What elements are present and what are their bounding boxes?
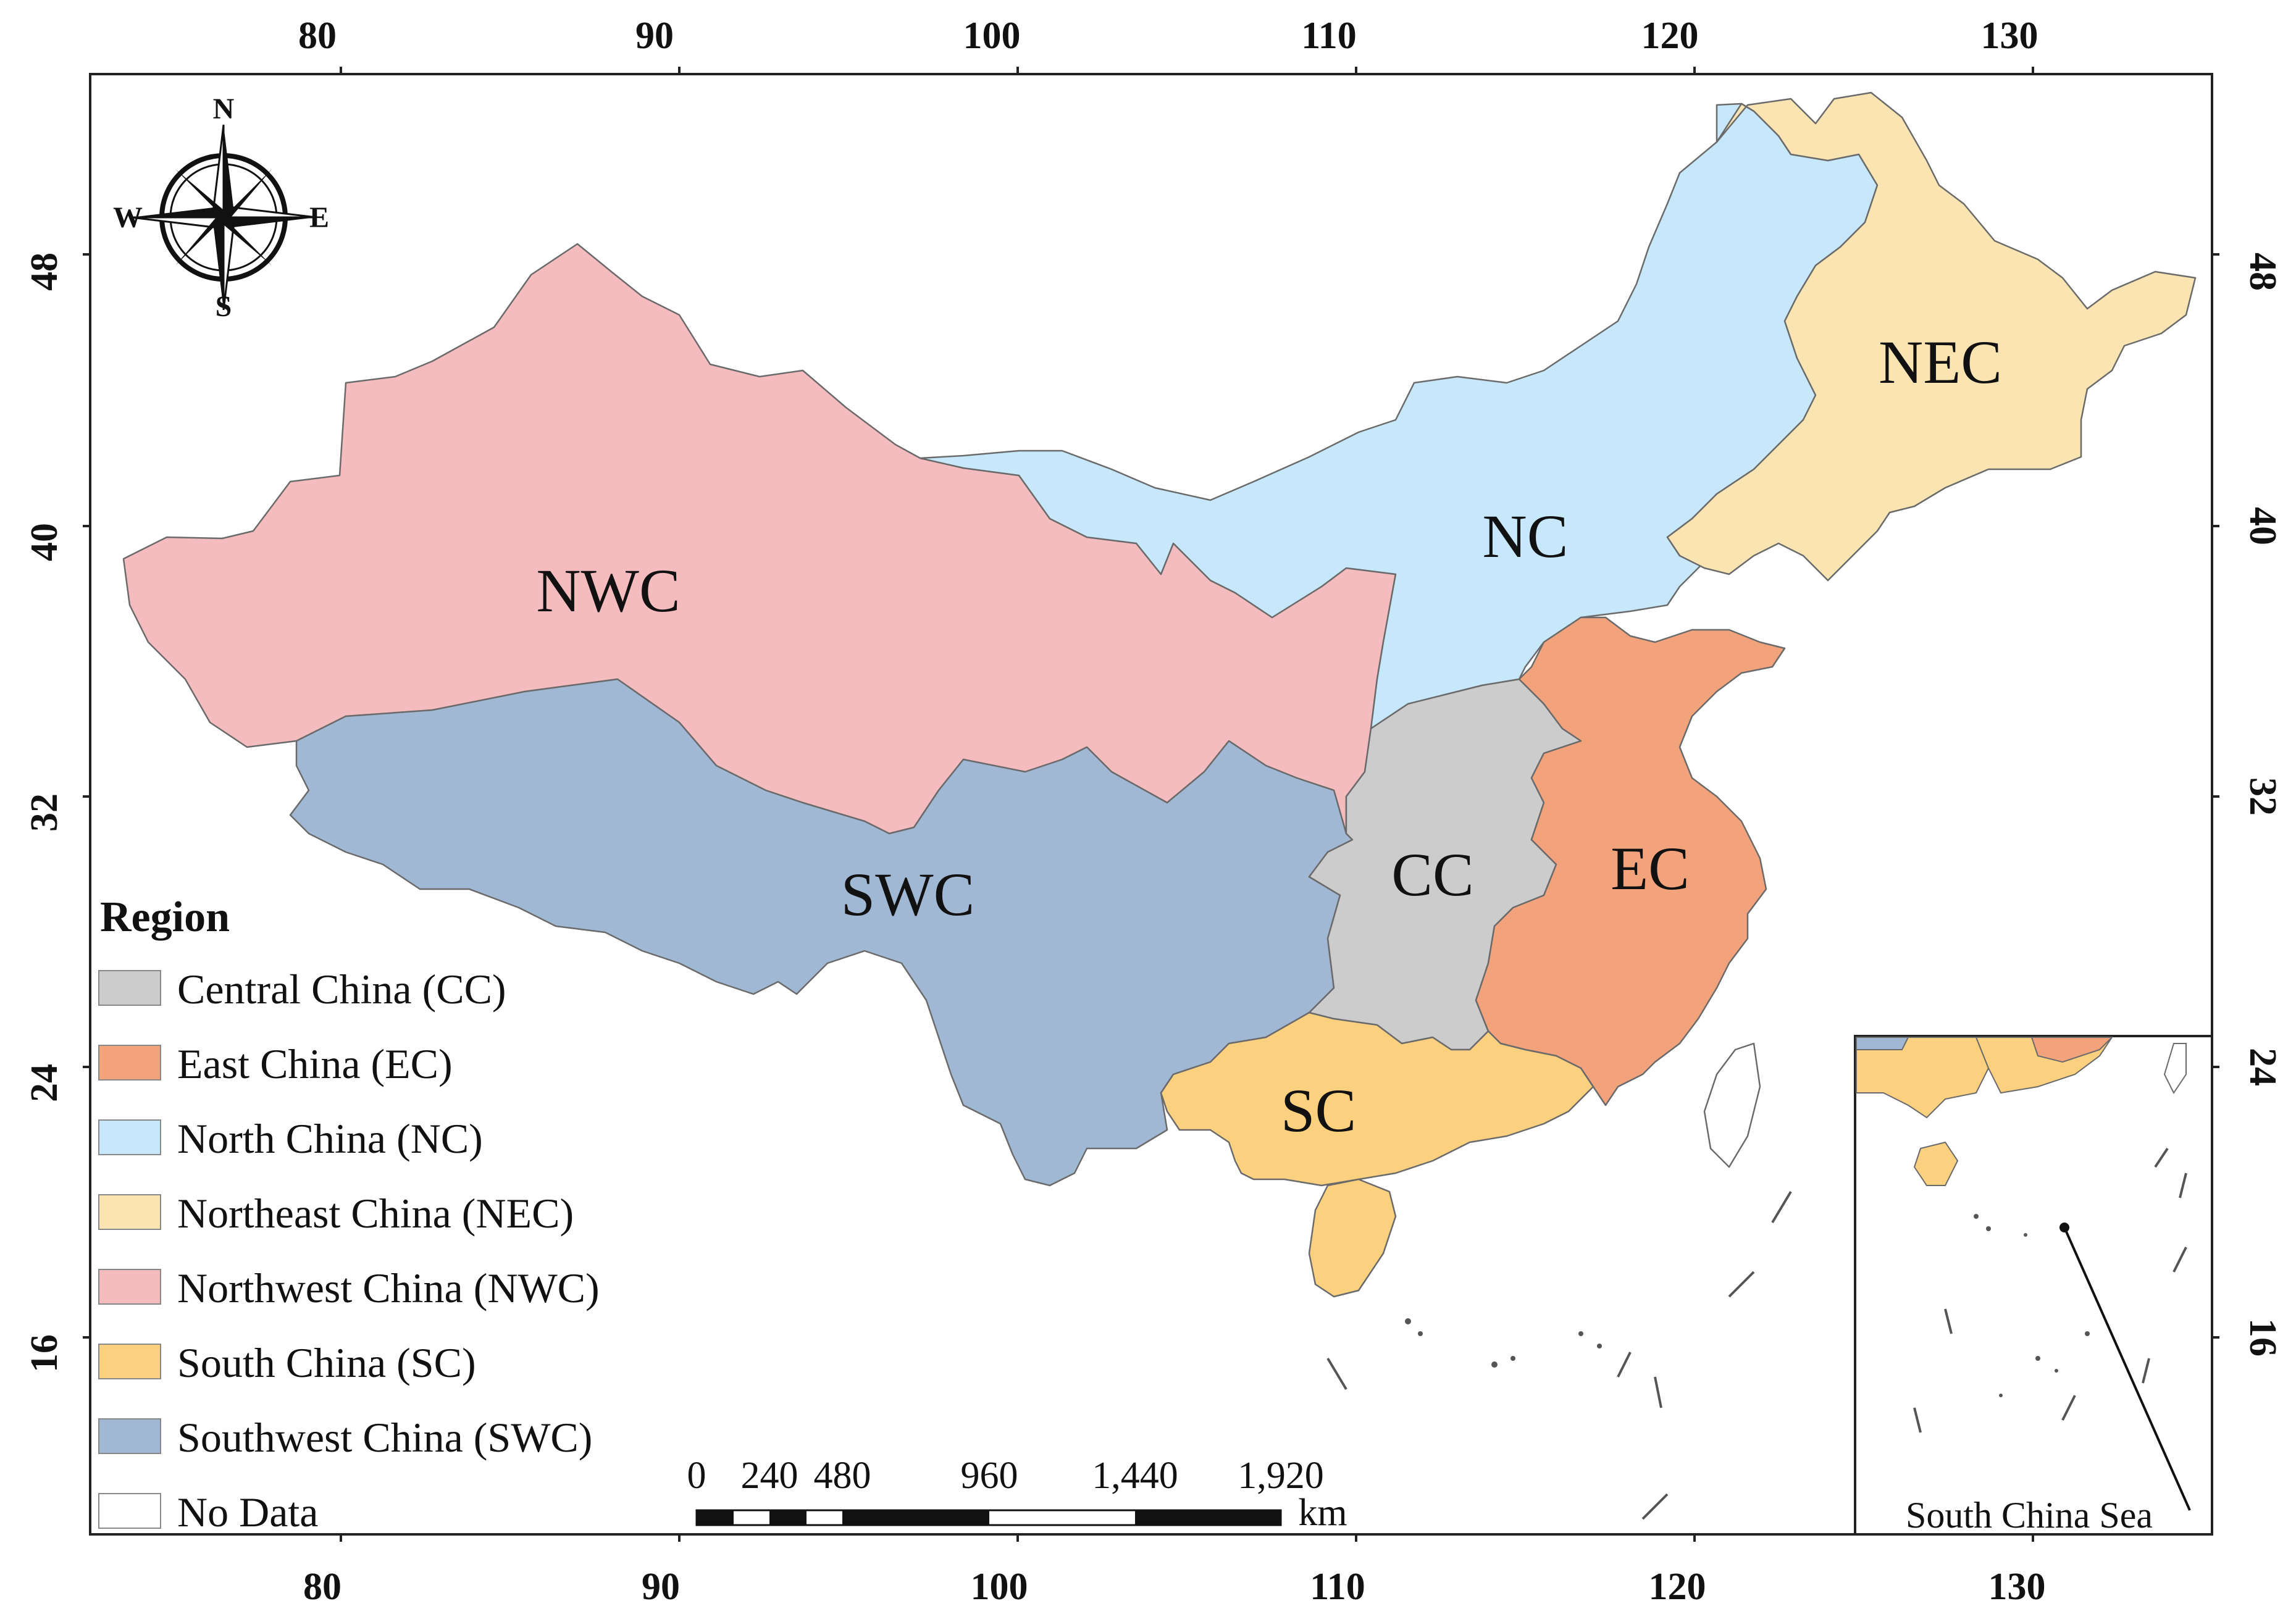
legend-swatch bbox=[98, 1194, 161, 1230]
lon-label-top: 120 bbox=[1641, 15, 1699, 57]
compass-w: W bbox=[113, 201, 143, 234]
legend-swatch bbox=[98, 970, 161, 1006]
lon-label-top: 100 bbox=[963, 15, 1021, 57]
legend-item: Southwest China (SWC) bbox=[98, 1414, 592, 1461]
inset-label: South China Sea bbox=[1906, 1495, 2153, 1536]
lat-label-right: 24 bbox=[2242, 1048, 2284, 1086]
inset-map: South China Sea bbox=[1854, 1035, 2213, 1536]
legend-swatch bbox=[98, 1344, 161, 1379]
legend-item: Northeast China (NEC) bbox=[98, 1190, 574, 1237]
legend-label: Southwest China (SWC) bbox=[177, 1414, 592, 1461]
legend-swatch bbox=[98, 1493, 161, 1529]
left-latitude-labels: 48 40 32 24 16 bbox=[23, 253, 65, 1373]
lat-label-right: 32 bbox=[2242, 777, 2284, 816]
right-latitude-labels: 48 40 32 24 16 bbox=[2242, 253, 2284, 1357]
compass-n: N bbox=[213, 93, 235, 125]
legend-swatch bbox=[98, 1045, 161, 1081]
lon-label-top: 110 bbox=[1301, 15, 1357, 57]
scale-tick-label: 960 bbox=[961, 1455, 1018, 1497]
legend-label: East China (EC) bbox=[177, 1040, 453, 1087]
scale-bar: 0 240 480 960 1,440 1,920 km bbox=[687, 1455, 1347, 1534]
lon-label-top: 130 bbox=[1981, 15, 2038, 57]
lat-label-right: 16 bbox=[2242, 1318, 2284, 1357]
legend-title: Region bbox=[100, 893, 230, 941]
lon-label-bottom: 120 bbox=[1649, 1566, 1706, 1608]
lon-label-bottom: 80 bbox=[303, 1566, 341, 1608]
lon-label-bottom: 110 bbox=[1310, 1566, 1365, 1608]
lon-label-bottom: 90 bbox=[642, 1566, 680, 1608]
legend-label: South China (SC) bbox=[177, 1339, 476, 1386]
legend-swatch bbox=[98, 1119, 161, 1155]
scale-tick-label: 240 bbox=[741, 1455, 798, 1497]
lat-label-left: 48 bbox=[23, 253, 65, 291]
lon-label-top: 90 bbox=[635, 15, 674, 57]
lat-label-left: 40 bbox=[23, 523, 65, 561]
lon-label-bottom: 100 bbox=[971, 1566, 1028, 1608]
region-nec bbox=[1666, 91, 2197, 582]
lat-label-left: 16 bbox=[23, 1334, 65, 1373]
region-ec bbox=[1475, 616, 1786, 1106]
region-sc bbox=[1160, 1011, 1594, 1187]
taiwan-island bbox=[1703, 1042, 1761, 1168]
bottom-longitude-labels: 80 90 100 110 120 130 bbox=[303, 1566, 2046, 1608]
legend-item: North China (NC) bbox=[98, 1115, 483, 1162]
scale-tick-label: 480 bbox=[814, 1455, 871, 1497]
scale-unit: km bbox=[1298, 1492, 1347, 1534]
small-islands bbox=[1405, 1318, 1602, 1368]
regions bbox=[122, 91, 2197, 1298]
lat-label-right: 48 bbox=[2242, 253, 2284, 291]
label-sc: SC bbox=[1281, 1076, 1356, 1145]
label-nec: NEC bbox=[1879, 328, 2002, 396]
scale-tick-label: 1,920 bbox=[1238, 1455, 1324, 1497]
legend-item: Northwest China (NWC) bbox=[98, 1265, 600, 1311]
lon-label-top: 80 bbox=[298, 15, 337, 57]
legend-item: No Data bbox=[98, 1489, 318, 1536]
maritime-boundary-dashes bbox=[1326, 1190, 1792, 1520]
top-longitude-labels: 80 90 100 110 120 130 bbox=[298, 15, 2038, 57]
legend-swatch bbox=[98, 1269, 161, 1305]
lat-label-left: 24 bbox=[23, 1064, 65, 1102]
region-sc-island bbox=[1308, 1178, 1397, 1298]
compass-e: E bbox=[309, 201, 329, 234]
compass-rose-icon: N S E W bbox=[113, 93, 329, 323]
compass-s: S bbox=[216, 290, 232, 323]
label-cc: CC bbox=[1391, 840, 1473, 909]
legend-label: Northeast China (NEC) bbox=[177, 1190, 574, 1237]
legend-label: North China (NC) bbox=[177, 1115, 483, 1162]
legend-item: East China (EC) bbox=[98, 1040, 453, 1087]
lon-label-bottom: 130 bbox=[1988, 1566, 2046, 1608]
label-swc: SWC bbox=[841, 860, 975, 929]
label-nc: NC bbox=[1483, 502, 1569, 571]
label-ec: EC bbox=[1611, 834, 1690, 903]
legend-label: No Data bbox=[177, 1489, 318, 1536]
scale-tick-label: 1,440 bbox=[1092, 1455, 1178, 1497]
legend-label: Northwest China (NWC) bbox=[177, 1265, 600, 1311]
lat-label-left: 32 bbox=[23, 793, 65, 832]
legend-item: South China (SC) bbox=[98, 1339, 476, 1386]
legend-swatch bbox=[98, 1418, 161, 1454]
legend: Region Central China (CC) East China (EC… bbox=[98, 893, 600, 1536]
label-nwc: NWC bbox=[536, 556, 680, 625]
legend-item: Central China (CC) bbox=[98, 966, 506, 1013]
lat-label-right: 40 bbox=[2242, 507, 2284, 545]
scale-tick-label: 0 bbox=[687, 1455, 706, 1497]
region-labels: NWC NC NEC SWC CC EC SC bbox=[536, 328, 2002, 1145]
legend-label: Central China (CC) bbox=[177, 966, 506, 1013]
